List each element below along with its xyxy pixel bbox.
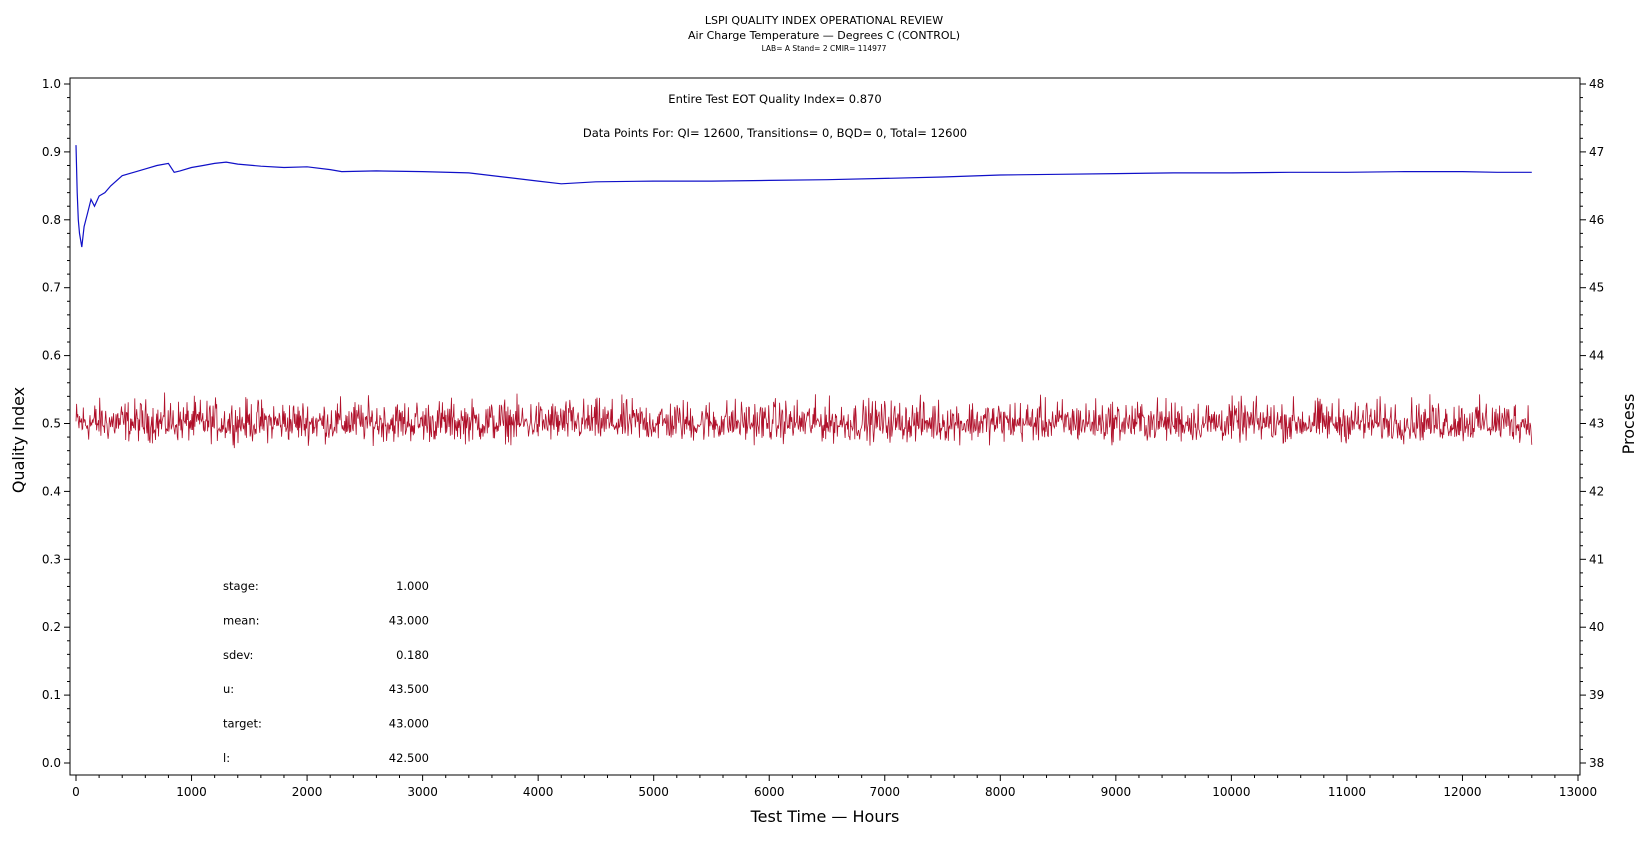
chart-subtitle: Air Charge Temperature — Degrees C (CONT…: [688, 29, 960, 42]
y2-tick-label: 44: [1589, 349, 1604, 363]
chart-title: LSPI QUALITY INDEX OPERATIONAL REVIEW: [704, 14, 944, 27]
y2-tick-label: 45: [1589, 281, 1604, 295]
stat-value: 0.180: [396, 648, 429, 662]
x-tick-label: 5000: [638, 785, 669, 799]
y-tick-label: 0.3: [42, 552, 61, 566]
eot-quality-annotation: Entire Test EOT Quality Index= 0.870: [668, 92, 881, 106]
y-tick-label: 0.8: [42, 213, 61, 227]
y2-tick-label: 48: [1589, 77, 1604, 91]
y-tick-label: 0.7: [42, 281, 61, 295]
stat-label: l:: [223, 751, 230, 765]
x-tick-label: 1000: [176, 785, 207, 799]
x-axis: 0 1000 2000 3000 4000 5000 6000 7000 8000 9000 100…: [72, 775, 1597, 799]
x-tick-label: 4000: [523, 785, 554, 799]
y-axis-right: 38 39 40 41 42 43 44 45 46 47 48: [1580, 77, 1604, 770]
y2-tick-label: 46: [1589, 213, 1604, 227]
y-tick-label: 0.0: [42, 756, 61, 770]
x-tick-label: 8000: [985, 785, 1016, 799]
y-tick-label: 0.2: [42, 620, 61, 634]
chart-info-line: LAB= A Stand= 2 CMIR= 114977: [761, 44, 887, 53]
x-tick-label: 13000: [1559, 785, 1597, 799]
process-series: [75, 392, 1533, 449]
x-tick-label: 11000: [1328, 785, 1366, 799]
stat-value: 43.500: [389, 682, 429, 696]
stat-value: 43.000: [389, 613, 429, 627]
y2-tick-label: 43: [1589, 417, 1604, 431]
y-tick-label: 1.0: [42, 77, 61, 91]
y-tick-label: 0.4: [42, 484, 61, 498]
y2-tick-label: 38: [1589, 756, 1604, 770]
y2-tick-label: 42: [1589, 484, 1604, 498]
y-tick-label: 0.1: [42, 688, 61, 702]
x-axis-label: Test Time — Hours: [750, 807, 900, 826]
y2-tick-label: 40: [1589, 620, 1604, 634]
y2-axis-label: Process: [1619, 394, 1638, 455]
y-tick-label: 0.9: [42, 145, 61, 159]
stat-value: 43.000: [389, 717, 429, 731]
x-tick-label: 12000: [1443, 785, 1481, 799]
y2-tick-label: 47: [1589, 145, 1604, 159]
stat-value: 42.500: [389, 751, 429, 765]
stat-value: 1.000: [396, 579, 429, 593]
stat-label: u:: [223, 682, 234, 696]
x-tick-label: 9000: [1101, 785, 1132, 799]
x-tick-label: 2000: [292, 785, 323, 799]
quality-index-line: [75, 145, 1532, 248]
stat-label: sdev:: [223, 648, 253, 662]
data-points-annotation: Data Points For: QI= 12600, Transitions=…: [583, 126, 967, 140]
y-axis-label: Quality Index: [9, 387, 28, 493]
y2-tick-label: 41: [1589, 552, 1604, 566]
y-tick-label: 0.6: [42, 349, 61, 363]
y-axis-left: 0.0 0.1 0.2 0.3 0.4 0.5 0.6 0.7 0.8 0.9 1.0: [42, 77, 70, 770]
stat-label: stage:: [223, 579, 259, 593]
x-tick-label: 6000: [754, 785, 785, 799]
x-tick-label: 3000: [407, 785, 438, 799]
stat-label: target:: [223, 717, 262, 731]
quality-index-series: [75, 145, 1532, 248]
stat-label: mean:: [223, 613, 260, 627]
x-tick-label: 7000: [869, 785, 900, 799]
y2-tick-label: 39: [1589, 688, 1604, 702]
stats-block: stage: 1.000 mean: 43.000 sdev: 0.180 u: 43.500…: [223, 579, 429, 765]
y-tick-label: 0.5: [42, 417, 61, 431]
plot-frame: [69, 77, 1581, 776]
x-tick-label: 0: [72, 785, 80, 799]
process-line: [75, 392, 1533, 449]
x-tick-label: 10000: [1212, 785, 1250, 799]
